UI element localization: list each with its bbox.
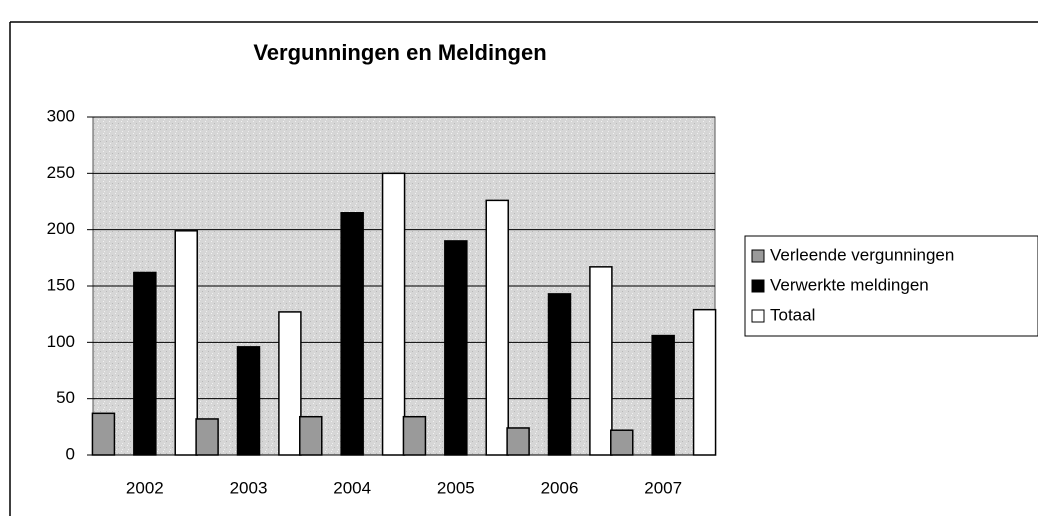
chart-title: Vergunningen en Meldingen (253, 40, 546, 65)
bar (174, 230, 198, 456)
bar (610, 429, 634, 456)
y-tick-label: 100 (47, 332, 75, 351)
x-tick-label: 2006 (541, 478, 579, 497)
y-tick-label: 250 (47, 163, 75, 182)
bar (133, 271, 157, 456)
x-tick-label: 2004 (333, 478, 371, 497)
bar (589, 266, 613, 456)
x-tick-label: 2002 (126, 478, 164, 497)
bar (278, 311, 302, 456)
legend-label: Verwerkte meldingen (770, 275, 929, 294)
bar (692, 308, 717, 456)
bar (299, 415, 323, 456)
x-tick-label: 2005 (437, 478, 475, 497)
bar (651, 334, 675, 456)
legend-label: Totaal (770, 305, 815, 324)
legend-label: Verleende vergunningen (770, 245, 954, 264)
y-tick-label: 50 (56, 388, 75, 407)
y-tick-label: 150 (47, 275, 75, 294)
x-tick-label: 2003 (230, 478, 268, 497)
x-tick-label: 2007 (644, 478, 682, 497)
bar (91, 412, 116, 456)
bar (340, 212, 364, 456)
bar (381, 172, 406, 456)
bar (236, 346, 261, 456)
legend (744, 235, 1038, 337)
bar (444, 240, 468, 456)
legend-swatch (751, 279, 765, 293)
y-tick-label: 200 (47, 219, 75, 238)
bar (402, 415, 427, 456)
y-tick-label: 0 (66, 444, 75, 463)
legend-swatch (751, 309, 765, 323)
bar (195, 418, 219, 456)
y-tick-label: 300 (47, 106, 75, 125)
bar (485, 199, 509, 456)
bar (547, 293, 572, 456)
legend-swatch (751, 249, 765, 263)
bar (506, 427, 530, 456)
